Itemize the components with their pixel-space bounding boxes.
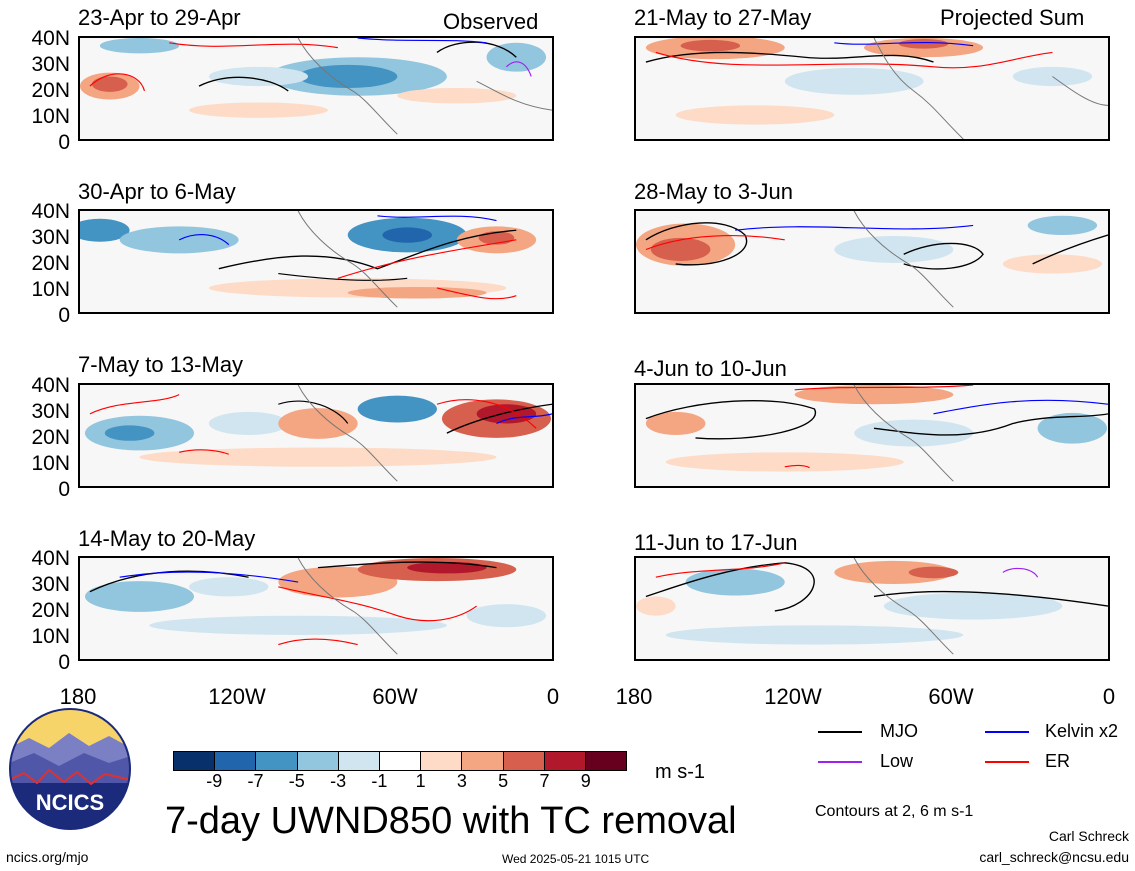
lat-label: 30N [31, 53, 70, 76]
observed-label: Observed [443, 9, 539, 34]
wind-anomaly-map [636, 38, 1108, 139]
legend-line-er [985, 761, 1029, 763]
panel-title-2: 21-May to 27-May [634, 5, 812, 30]
lat-label: 10N [31, 625, 70, 648]
lat-label: 10N [31, 105, 70, 128]
colorbar-tick-label: 5 [498, 771, 509, 791]
lat-label: 0 [58, 651, 70, 674]
panel-title-5: 7-May to 13-May [78, 352, 244, 377]
colorbar-tick-label: -7 [247, 771, 264, 791]
panel-title-1: 23-Apr to 29-Apr [78, 5, 241, 30]
wind-anomaly-map [636, 385, 1108, 486]
lat-label: 10N [31, 452, 70, 475]
map-panel-6 [634, 383, 1110, 488]
panel-title-7: 14-May to 20-May [78, 526, 256, 551]
website-link[interactable]: ncics.org/mjo [6, 849, 89, 865]
colorbar-cell [174, 752, 216, 770]
legend-label-mjo: MJO [880, 721, 918, 741]
lat-label: 20N [31, 426, 70, 449]
wind-anomaly-map [636, 558, 1108, 659]
lat-label: 20N [31, 252, 70, 275]
lat-label: 40N [31, 200, 70, 223]
colorbar-cell [503, 752, 545, 770]
legend-label-kelvin: Kelvin x2 [1045, 721, 1119, 741]
lat-label: 0 [58, 304, 70, 327]
colorbar-tick-label: 1 [415, 771, 426, 791]
lon-label: 120W [764, 684, 822, 709]
lon-label: 180 [59, 684, 97, 709]
colorbar-tick-label: -3 [330, 771, 347, 791]
colorbar-cell [338, 752, 380, 770]
legend-label-low: Low [880, 751, 914, 771]
lon-label: 60W [928, 684, 974, 709]
lat-label: 40N [31, 374, 70, 397]
lon-label: 0 [1102, 684, 1116, 709]
wind-anomaly-map [80, 558, 552, 659]
legend-line-low [818, 761, 862, 763]
map-panel-4 [634, 209, 1110, 314]
colorbar-tick-label: -9 [206, 771, 223, 791]
lon-label: 180 [615, 684, 653, 709]
colorbar-units: m s-1 [655, 761, 705, 783]
lat-label: 40N [31, 27, 70, 50]
lat-label: 0 [58, 131, 70, 154]
lat-label: 30N [31, 226, 70, 249]
lon-label: 120W [208, 684, 266, 709]
wind-anomaly-map [80, 211, 552, 312]
colorbar-cell [256, 752, 298, 770]
lat-label: 30N [31, 573, 70, 596]
ncics-logo: NCICS [9, 708, 131, 830]
lat-label: 30N [31, 400, 70, 423]
colorbar [173, 751, 627, 771]
lat-label: 10N [31, 278, 70, 301]
panel-title-4: 28-May to 3-Jun [634, 179, 793, 204]
legend-line-kelvin [985, 731, 1029, 733]
colorbar-cell [421, 752, 463, 770]
map-panel-8 [634, 556, 1110, 661]
colorbar-cell [544, 752, 586, 770]
legend-line-mjo [818, 731, 862, 733]
map-panel-5 [78, 383, 554, 488]
lon-label: 60W [372, 684, 418, 709]
contour-note: Contours at 2, 6 m s-1 [815, 803, 974, 820]
lon-label: 0 [546, 684, 560, 709]
panel-title-3: 30-Apr to 6-May [78, 179, 236, 204]
map-panel-1 [78, 36, 554, 141]
colorbar-tick-label: 3 [456, 771, 467, 791]
lat-label: 20N [31, 599, 70, 622]
colorbar-cell [215, 752, 257, 770]
wind-anomaly-map [80, 385, 552, 486]
colorbar-cell [462, 752, 504, 770]
colorbar-cell [585, 752, 627, 770]
wind-anomaly-map [636, 211, 1108, 312]
colorbar-cell [379, 752, 422, 770]
map-panel-7 [78, 556, 554, 661]
wind-anomaly-map [80, 38, 552, 139]
logo-text: NCICS [36, 790, 104, 815]
main-title: 7-day UWND850 with TC removal [165, 800, 737, 842]
colorbar-tick-label: 7 [539, 771, 550, 791]
lat-label: 20N [31, 79, 70, 102]
colorbar-tick-label: 9 [580, 771, 591, 791]
projected-sum-label: Projected Sum [940, 5, 1085, 30]
panel-title-6: 4-Jun to 10-Jun [634, 356, 787, 381]
lat-label: 0 [58, 478, 70, 501]
author-name: Carl Schreck [1048, 828, 1129, 844]
map-panel-3 [78, 209, 554, 314]
author-email: carl_schreck@ncsu.edu [979, 849, 1129, 865]
panel-title-8: 11-Jun to 17-Jun [634, 530, 798, 555]
colorbar-tick-label: -5 [288, 771, 305, 791]
colorbar-tick-label: -1 [371, 771, 388, 791]
legend-label-er: ER [1045, 751, 1071, 771]
timestamp: Wed 2025-05-21 1015 UTC [502, 852, 650, 866]
colorbar-cell [297, 752, 339, 770]
lat-label: 40N [31, 547, 70, 570]
map-panel-2 [634, 36, 1110, 141]
